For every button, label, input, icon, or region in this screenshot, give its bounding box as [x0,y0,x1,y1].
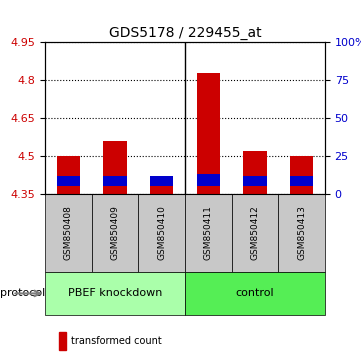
Text: GSM850410: GSM850410 [157,206,166,261]
FancyBboxPatch shape [185,272,325,315]
Bar [243,176,267,186]
Bar [197,174,220,186]
Bar [57,176,80,186]
Bar [57,156,80,194]
FancyBboxPatch shape [232,194,278,272]
FancyBboxPatch shape [45,272,185,315]
FancyBboxPatch shape [138,194,185,272]
Text: protocol: protocol [0,289,45,298]
FancyBboxPatch shape [92,194,138,272]
Bar [150,176,173,186]
Text: GSM850409: GSM850409 [110,206,119,261]
Bar [290,176,313,186]
Bar [243,151,267,194]
Text: GSM850411: GSM850411 [204,206,213,261]
Text: GSM850408: GSM850408 [64,206,73,261]
Text: transformed count: transformed count [71,336,161,346]
Text: GSM850413: GSM850413 [297,206,306,261]
FancyBboxPatch shape [278,194,325,272]
Text: GSM850412: GSM850412 [251,206,260,260]
Bar [103,176,127,186]
Title: GDS5178 / 229455_at: GDS5178 / 229455_at [109,26,261,40]
Bar [290,156,313,194]
Text: control: control [236,289,274,298]
FancyBboxPatch shape [45,194,92,272]
Bar [59,332,66,350]
Bar [103,141,127,194]
Bar [150,186,173,194]
FancyBboxPatch shape [185,194,232,272]
Text: PBEF knockdown: PBEF knockdown [68,289,162,298]
Bar [197,73,220,194]
